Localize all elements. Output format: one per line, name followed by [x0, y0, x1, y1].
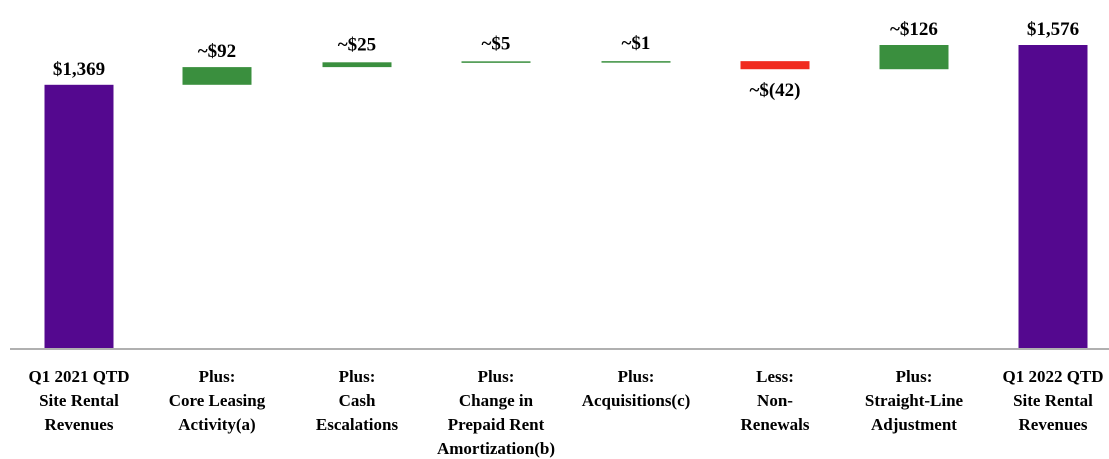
value-label-3: ~$25	[338, 34, 376, 55]
category-label-line: Q1 2022 QTD	[1002, 367, 1103, 386]
bar-4	[461, 61, 531, 63]
category-label-line: Straight-Line	[865, 391, 964, 410]
category-label-line: Activity(a)	[178, 415, 255, 434]
category-label-line: Non-	[757, 391, 793, 410]
category-label-line: Q1 2021 QTD	[28, 367, 129, 386]
value-label-1: $1,369	[53, 59, 105, 80]
bar-8	[1018, 45, 1088, 348]
bar-3	[322, 62, 392, 68]
category-label-5: Plus: Acquisitions(c)	[582, 367, 691, 410]
bar-7	[879, 45, 949, 70]
category-label-line: Plus:	[199, 367, 236, 386]
category-label-line: Plus:	[618, 367, 655, 386]
value-label-6: ~$(42)	[749, 80, 800, 101]
value-labels-group: $1,369 ~$92 ~$25 ~$5 ~$1 ~$(42) ~$126 $1,576	[53, 19, 1079, 101]
value-label-5: ~$1	[622, 33, 651, 54]
value-label-7: ~$126	[890, 19, 938, 40]
category-label-2: Plus: Core Leasing Activity(a)	[169, 367, 266, 434]
category-label-line: Prepaid Rent	[448, 415, 545, 434]
category-label-line: Renewals	[741, 415, 810, 434]
category-label-6: Less: Non- Renewals	[741, 367, 810, 434]
bar-5	[601, 61, 671, 63]
category-label-line: Site Rental	[1013, 391, 1093, 410]
category-label-4: Plus: Change in Prepaid Rent Amortization(b…	[437, 367, 555, 458]
category-label-line: Acquisitions(c)	[582, 391, 691, 410]
bar-1	[44, 84, 114, 348]
category-label-3: Plus: Cash Escalations	[316, 367, 399, 434]
category-label-line: Plus:	[478, 367, 515, 386]
category-label-line: Revenues	[1019, 415, 1088, 434]
category-label-line: Plus:	[896, 367, 933, 386]
bars-group	[44, 45, 1088, 348]
category-label-7: Plus: Straight-Line Adjustment	[865, 367, 964, 434]
category-label-line: Adjustment	[871, 415, 957, 434]
category-label-line: Escalations	[316, 415, 399, 434]
category-label-line: Plus:	[339, 367, 376, 386]
category-label-line: Amortization(b)	[437, 439, 555, 458]
category-labels-group: Q1 2021 QTD Site Rental Revenues Plus: Core …	[28, 367, 1103, 458]
category-label-1: Q1 2021 QTD Site Rental Revenues	[28, 367, 129, 434]
category-label-line: Core Leasing	[169, 391, 266, 410]
category-label-line: Less:	[756, 367, 794, 386]
bar-2	[182, 67, 252, 85]
value-label-8: $1,576	[1027, 19, 1079, 40]
category-label-line: Cash	[339, 391, 376, 410]
category-label-line: Change in	[459, 391, 534, 410]
value-label-4: ~$5	[482, 33, 511, 54]
category-label-line: Revenues	[45, 415, 114, 434]
category-label-line: Site Rental	[39, 391, 119, 410]
category-label-8: Q1 2022 QTD Site Rental Revenues	[1002, 367, 1103, 434]
value-label-2: ~$92	[198, 41, 236, 62]
bar-6	[740, 61, 810, 70]
